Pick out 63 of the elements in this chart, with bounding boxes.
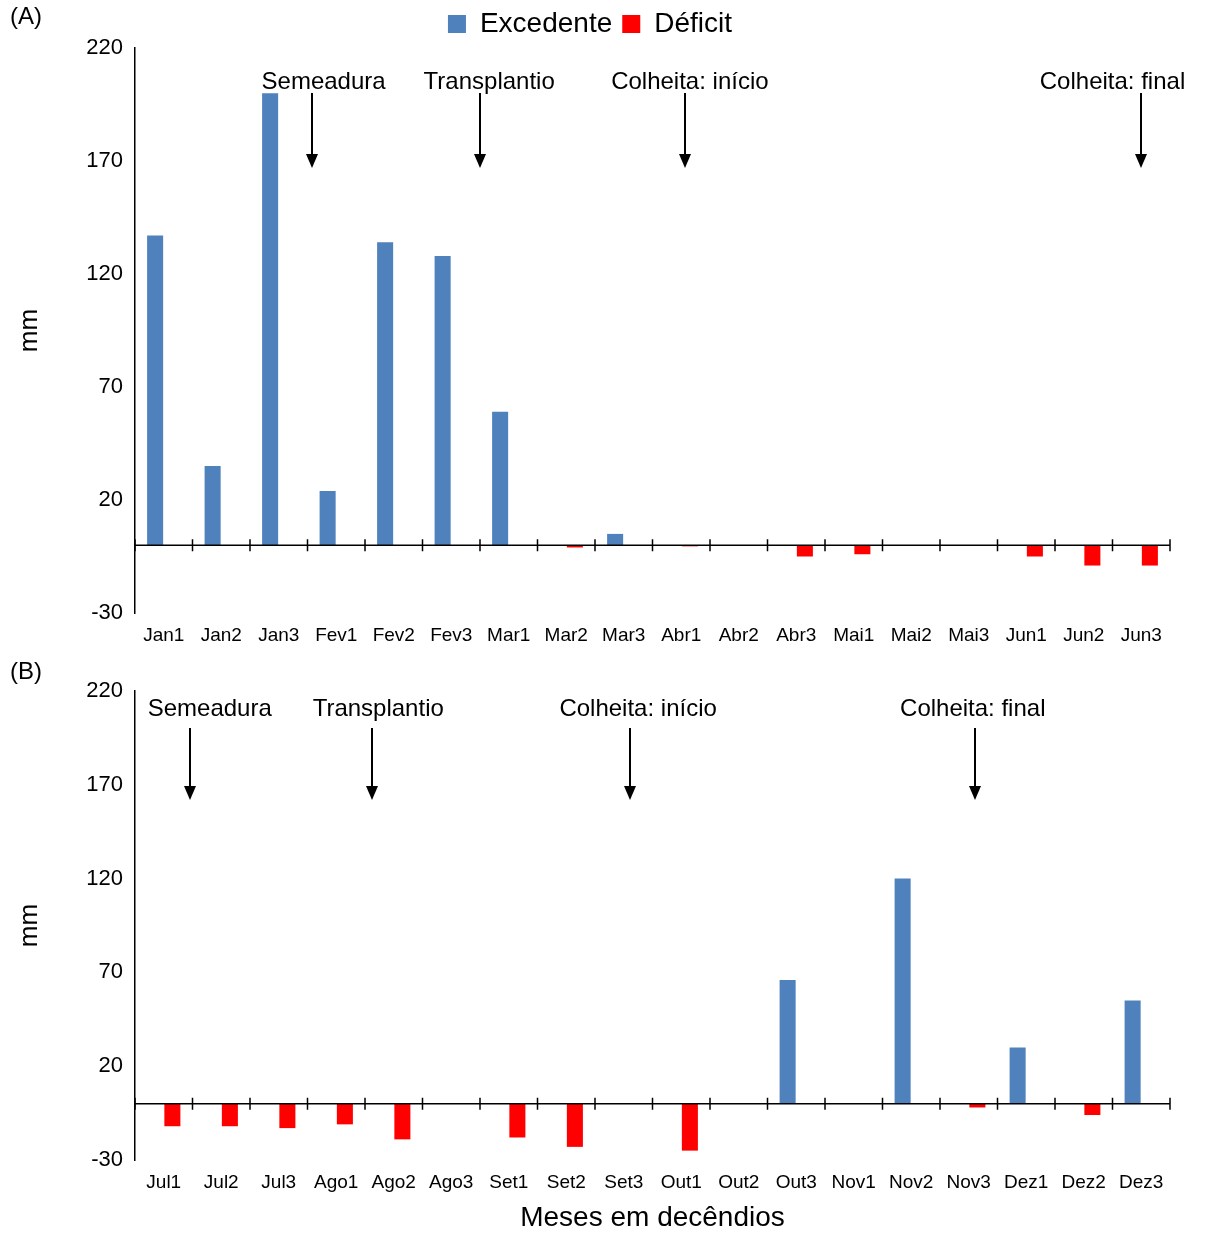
- x-tick-label: Jul3: [261, 1170, 297, 1192]
- y-tick-label: 20: [98, 1052, 123, 1078]
- x-tick-label: Ago3: [429, 1170, 474, 1192]
- y-tick-label: 170: [86, 147, 123, 173]
- x-tick-label: Set2: [546, 1170, 586, 1192]
- y-tick-label: 170: [86, 770, 123, 796]
- x-tick-label: Fev3: [430, 623, 473, 645]
- annotation: Colheita: início: [559, 694, 717, 722]
- x-tick-label: Mai2: [890, 623, 932, 645]
- y-tick-label: 220: [86, 677, 123, 703]
- x-tick-label: Mai1: [833, 623, 875, 645]
- x-axis-title: Meses em decêndios: [520, 1200, 785, 1232]
- x-tick-label: Dez2: [1061, 1170, 1106, 1192]
- x-tick-label: Mar1: [487, 623, 531, 645]
- x-tick-label: Jan2: [200, 623, 242, 645]
- y-tick-label: -30: [91, 599, 123, 625]
- x-tick-label: Jun1: [1005, 623, 1047, 645]
- annotation: Semeadura: [147, 694, 272, 722]
- x-tick-label: Mai3: [948, 623, 990, 645]
- x-tick-label: Jul1: [146, 1170, 182, 1192]
- y-axis-title: mm: [12, 308, 43, 353]
- x-tick-label: Out2: [718, 1170, 760, 1192]
- x-tick-label: Fev1: [315, 623, 358, 645]
- y-tick-label: 220: [86, 34, 123, 60]
- annotation: Transplantio: [312, 694, 444, 722]
- x-tick-label: Set1: [489, 1170, 529, 1192]
- x-tick-label: Fev2: [372, 623, 415, 645]
- x-tick-label: Abr2: [718, 623, 759, 645]
- x-tick-label: Out1: [660, 1170, 702, 1192]
- annotation: Semeadura: [261, 67, 386, 95]
- x-tick-label: Dez3: [1119, 1170, 1164, 1192]
- x-tick-label: Set3: [604, 1170, 644, 1192]
- y-tick-label: 120: [86, 864, 123, 890]
- annotation: Colheita: início: [611, 67, 769, 95]
- y-tick-label: 120: [86, 260, 123, 286]
- x-tick-label: Jun2: [1063, 623, 1105, 645]
- x-tick-label: Ago2: [371, 1170, 416, 1192]
- y-tick-label: 70: [98, 373, 123, 399]
- legend-label: Déficit: [654, 6, 733, 38]
- x-tick-label: Dez1: [1004, 1170, 1049, 1192]
- x-tick-label: Out3: [775, 1170, 817, 1192]
- x-tick-label: Jul2: [203, 1170, 239, 1192]
- annotation: Colheita: final: [900, 694, 1046, 722]
- y-tick-label: 70: [98, 958, 123, 984]
- chart-title: (B): [10, 657, 42, 685]
- annotation: Transplantio: [423, 67, 555, 95]
- legend-label: Excedente: [479, 6, 613, 38]
- chart-title: (A): [10, 2, 42, 30]
- x-tick-label: Jan3: [258, 623, 300, 645]
- x-tick-label: Abr1: [661, 623, 702, 645]
- x-tick-label: Nov2: [889, 1170, 934, 1192]
- x-tick-label: Ago1: [314, 1170, 359, 1192]
- x-tick-label: Abr3: [776, 623, 817, 645]
- y-tick-label: 20: [98, 486, 123, 512]
- x-tick-label: Mar3: [602, 623, 646, 645]
- y-axis-title: mm: [12, 903, 43, 948]
- x-tick-label: Jun3: [1120, 623, 1162, 645]
- y-tick-label: -30: [91, 1146, 123, 1172]
- x-tick-label: Nov3: [946, 1170, 991, 1192]
- annotation: Colheita: final: [1039, 67, 1186, 95]
- x-tick-label: Mar2: [544, 623, 588, 645]
- x-tick-label: Nov1: [831, 1170, 876, 1192]
- x-tick-label: Jan1: [143, 623, 185, 645]
